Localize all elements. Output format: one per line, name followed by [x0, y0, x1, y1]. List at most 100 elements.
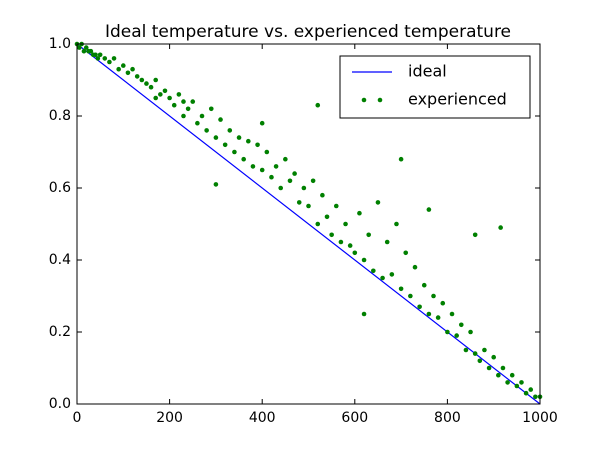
scatter-point	[81, 48, 87, 54]
y-tick-label: 0.4	[49, 252, 71, 268]
legend-box	[339, 55, 531, 119]
scatter-point	[523, 390, 529, 396]
scatter-point	[449, 311, 455, 317]
scatter-point	[102, 56, 108, 61]
scatter-point	[273, 164, 279, 169]
scatter-point	[338, 239, 344, 245]
scatter-point	[83, 45, 89, 50]
scatter-point	[445, 329, 450, 335]
scatter-point	[95, 56, 101, 61]
scatter-point	[204, 128, 209, 133]
scatter-point	[519, 380, 524, 385]
y-tick-label: 0.8	[49, 108, 71, 124]
x-tick-label: 200	[156, 410, 183, 426]
scatter-point	[167, 95, 172, 101]
scatter-point	[528, 387, 534, 392]
scatter-point	[375, 200, 381, 205]
scatter-point	[398, 156, 404, 162]
scatter-point	[472, 232, 478, 238]
scatter-point	[255, 142, 260, 148]
scatter-point	[296, 200, 302, 205]
scatter-point	[287, 178, 293, 184]
scatter-point	[139, 77, 145, 83]
scatter-point	[412, 264, 418, 270]
scatter-point	[357, 210, 362, 216]
scatter-point	[320, 192, 325, 198]
scatter-point	[496, 372, 501, 378]
scatter-point	[408, 293, 413, 299]
scatter-point	[398, 286, 404, 292]
scatter-point	[158, 92, 163, 97]
scatter-point	[514, 383, 520, 389]
scatter-point	[486, 365, 492, 371]
scatter-point	[97, 52, 103, 58]
scatter-point	[269, 174, 274, 180]
scatter-point	[107, 59, 112, 65]
scatter-point	[458, 322, 464, 328]
x-tick-label: 400	[249, 410, 276, 426]
scatter-point	[250, 164, 256, 169]
scatter-point	[315, 102, 321, 108]
scatter-point	[477, 358, 483, 364]
scatter-point	[116, 66, 121, 72]
scatter-point	[88, 48, 94, 54]
scatter-point	[403, 250, 409, 256]
scatter-point	[431, 293, 436, 299]
scatter-point	[361, 311, 367, 317]
scatter-point	[533, 394, 538, 400]
y-tick-label: 0.0	[49, 396, 71, 412]
scatter-point	[394, 221, 399, 227]
scatter-point	[130, 66, 135, 72]
scatter-point	[389, 272, 395, 277]
scatter-point	[77, 45, 82, 50]
scatter-point	[440, 300, 446, 306]
scatter-point	[352, 250, 358, 256]
scatter-point	[509, 372, 515, 378]
scatter-point	[213, 135, 219, 140]
scatter-point	[222, 142, 228, 148]
scatter-point	[310, 178, 316, 184]
scatter-point	[153, 77, 159, 83]
legend-marker	[377, 97, 383, 103]
x-tick-label: 600	[341, 410, 368, 426]
scatter-point	[259, 167, 265, 173]
scatter-point	[417, 304, 422, 310]
scatter-point	[241, 156, 246, 162]
y-tick-label: 0.6	[49, 180, 71, 196]
scatter-point	[306, 203, 311, 209]
scatter-point	[227, 128, 233, 133]
scatter-point	[324, 214, 330, 220]
ideal-line	[76, 43, 541, 405]
scatter-point	[190, 99, 196, 104]
plot-frame	[76, 43, 541, 405]
scatter-point	[333, 203, 339, 209]
scatter-point	[144, 81, 149, 86]
scatter-point	[283, 156, 288, 162]
scatter-point	[181, 99, 186, 104]
scatter-point	[454, 333, 459, 338]
legend-label: ideal	[408, 62, 447, 81]
scatter-point	[264, 149, 270, 155]
legend-marker	[361, 97, 367, 103]
scatter-point	[380, 275, 385, 281]
scatter-point	[463, 347, 469, 353]
scatter-point	[171, 102, 177, 108]
y-tick-label: 1.0	[49, 36, 71, 52]
scatter-point	[134, 74, 140, 79]
scatter-point	[125, 70, 131, 76]
scatter-point	[185, 106, 191, 112]
scatter-point	[162, 88, 168, 94]
scatter-point	[426, 311, 432, 317]
scatter-point	[292, 171, 297, 176]
scatter-point	[315, 221, 321, 227]
scatter-point	[153, 95, 159, 101]
scatter-point	[329, 232, 334, 238]
scatter-point	[347, 243, 353, 248]
scatter-point	[371, 268, 376, 274]
scatter-point	[181, 113, 186, 119]
x-tick-label: 1000	[522, 410, 558, 426]
scatter-point	[199, 113, 205, 119]
scatter-point	[111, 56, 117, 61]
scatter-point	[498, 225, 503, 230]
scatter-point	[421, 282, 427, 288]
